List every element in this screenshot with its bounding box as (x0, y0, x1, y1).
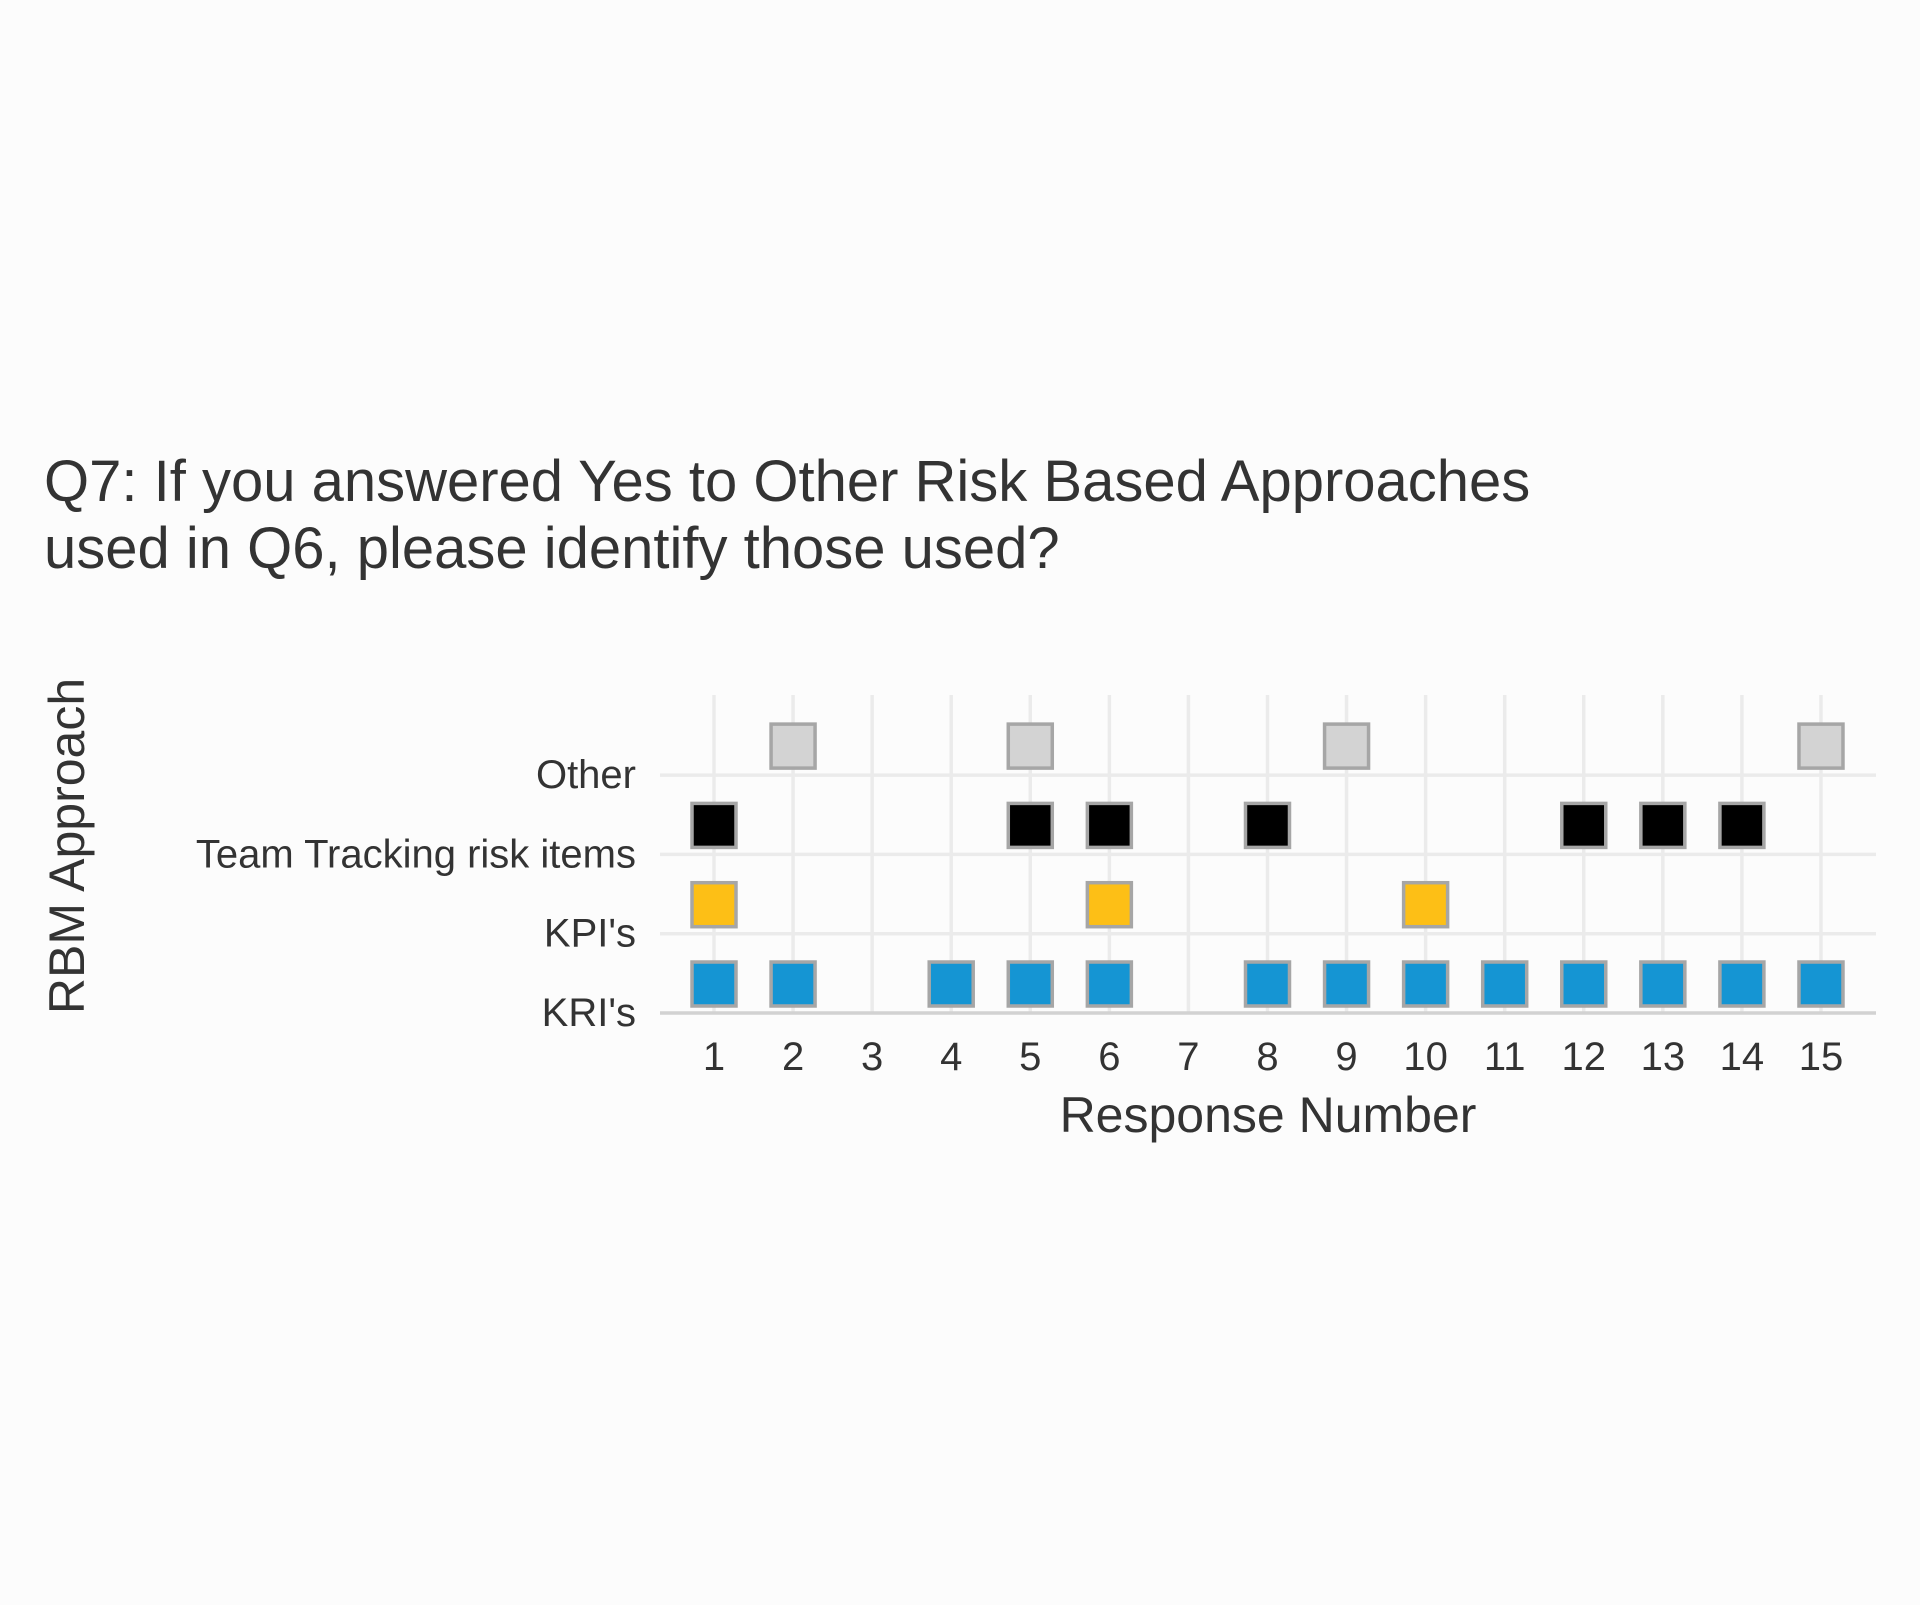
data-point-marker (1797, 960, 1845, 1008)
x-tick-label: 4 (940, 1035, 962, 1079)
data-point-marker (1560, 801, 1608, 850)
x-axis-title: Response Number (1060, 1087, 1477, 1143)
data-point-marker (1401, 880, 1450, 929)
x-tick-label: 7 (1177, 1035, 1199, 1079)
data-point-marker (690, 880, 738, 929)
data-point-marker (1243, 960, 1292, 1008)
data-point-marker (1085, 801, 1134, 850)
data-point-marker (769, 960, 817, 1008)
data-point-marker (1480, 960, 1529, 1008)
y-tick-label: KRI's (542, 991, 636, 1035)
data-point-marker (1322, 722, 1371, 770)
x-tick-label: 12 (1562, 1035, 1607, 1079)
y-tick-label: KPI's (544, 912, 636, 956)
grid (660, 695, 1876, 1013)
data-point-marker (1718, 960, 1766, 1008)
x-tick-label: 14 (1720, 1035, 1765, 1079)
data-point-marker (927, 960, 975, 1008)
data-point-marker (1401, 960, 1450, 1008)
x-tick-label: 1 (703, 1035, 725, 1079)
data-point-marker (1085, 960, 1134, 1008)
data-point-marker (690, 960, 738, 1008)
x-tick-label: 6 (1098, 1035, 1120, 1079)
y-axis-title: RBM Approach (39, 678, 95, 1014)
data-point-marker (690, 801, 738, 850)
data-point-marker (1797, 722, 1845, 770)
data-point-marker (1243, 801, 1292, 850)
x-tick-label: 11 (1484, 1035, 1526, 1079)
chart-title-line-2: used in Q6, please identify those used? (44, 516, 1060, 581)
x-tick-label: 13 (1641, 1035, 1686, 1079)
chart-title-line-1: Q7: If you answered Yes to Other Risk Ba… (44, 449, 1530, 514)
data-point-marker (1639, 801, 1687, 850)
data-point-marker (1006, 960, 1055, 1008)
chart-title: Q7: If you answered Yes to Other Risk Ba… (44, 449, 1530, 581)
data-point-marker (1322, 960, 1371, 1008)
data-point-marker (1560, 960, 1608, 1008)
data-point-marker (1639, 960, 1687, 1008)
data-point-marker (1006, 801, 1055, 850)
y-tick-label: Other (536, 753, 636, 797)
data-markers (690, 722, 1845, 1008)
x-tick-label: 3 (861, 1035, 883, 1079)
data-point-marker (769, 722, 817, 770)
x-tick-label: 2 (782, 1035, 804, 1079)
x-tick-label: 5 (1019, 1035, 1041, 1079)
x-tick-label: 9 (1335, 1035, 1357, 1079)
data-point-marker (1006, 722, 1055, 770)
x-tick-label: 10 (1403, 1035, 1448, 1079)
x-tick-label: 8 (1256, 1035, 1278, 1079)
y-tick-label: Team Tracking risk items (196, 832, 636, 876)
x-tick-label: 15 (1799, 1035, 1844, 1079)
data-point-marker (1718, 801, 1766, 850)
data-point-marker (1085, 880, 1134, 929)
